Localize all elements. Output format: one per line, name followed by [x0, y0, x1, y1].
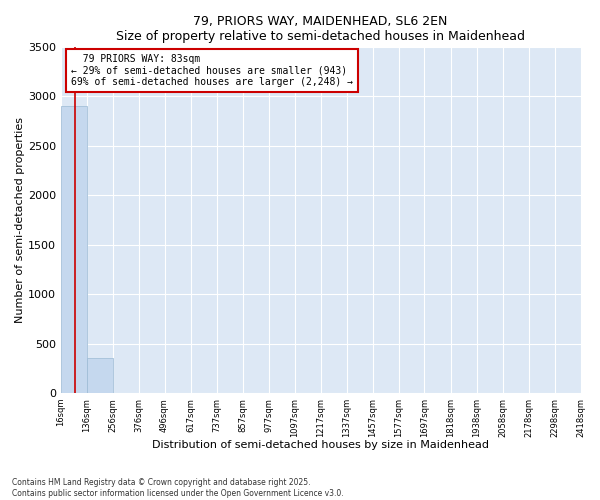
Text: 79 PRIORS WAY: 83sqm
← 29% of semi-detached houses are smaller (943)
69% of semi: 79 PRIORS WAY: 83sqm ← 29% of semi-detac…	[71, 54, 353, 87]
Bar	[61, 106, 86, 393]
Text: Contains HM Land Registry data © Crown copyright and database right 2025.
Contai: Contains HM Land Registry data © Crown c…	[12, 478, 344, 498]
X-axis label: Distribution of semi-detached houses by size in Maidenhead: Distribution of semi-detached houses by …	[152, 440, 489, 450]
Y-axis label: Number of semi-detached properties: Number of semi-detached properties	[15, 117, 25, 323]
Title: 79, PRIORS WAY, MAIDENHEAD, SL6 2EN
Size of property relative to semi-detached h: 79, PRIORS WAY, MAIDENHEAD, SL6 2EN Size…	[116, 15, 525, 43]
Bar	[87, 358, 113, 393]
